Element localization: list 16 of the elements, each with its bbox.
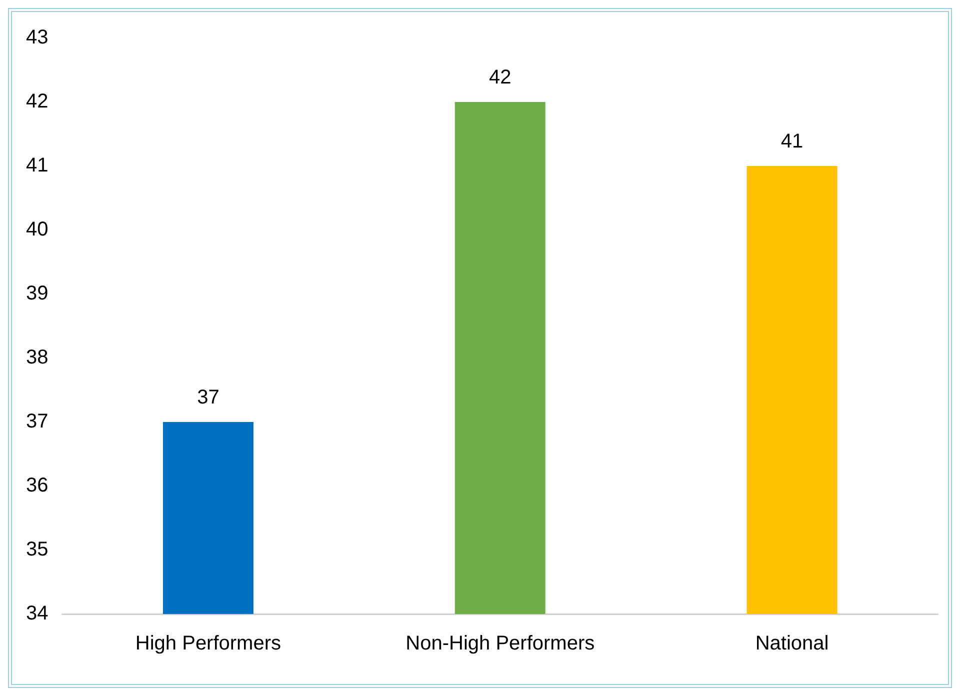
y-tick-label: 43 — [26, 26, 48, 49]
y-tick-label: 38 — [26, 346, 48, 369]
y-tick-label: 41 — [26, 154, 48, 177]
data-label: 37 — [197, 386, 220, 409]
x-tick-label: National — [755, 632, 829, 655]
y-tick-label: 39 — [26, 282, 48, 305]
data-label: 42 — [489, 66, 512, 89]
y-tick-label: 40 — [26, 218, 48, 241]
y-tick-label: 36 — [26, 474, 48, 497]
x-tick-label: High Performers — [135, 632, 282, 655]
y-tick-label: 35 — [26, 538, 48, 561]
x-tick-label: Non-High Performers — [406, 632, 595, 655]
y-tick-label: 34 — [26, 602, 48, 625]
y-tick-label: 37 — [26, 410, 48, 433]
data-label: 41 — [780, 130, 804, 153]
y-tick-label: 42 — [26, 90, 48, 113]
